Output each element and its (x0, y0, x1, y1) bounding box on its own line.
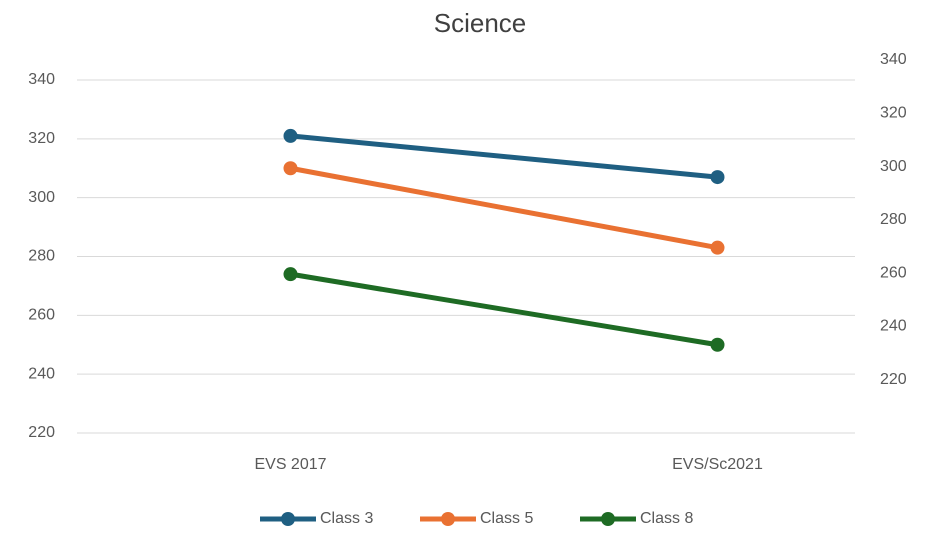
series-marker (283, 267, 298, 282)
legend-marker (601, 512, 615, 526)
y2-tick-label: 220 (880, 371, 907, 388)
y-tick-label: 260 (28, 307, 55, 324)
y-tick-label: 340 (28, 71, 55, 88)
y2-tick-label: 340 (880, 51, 907, 68)
y-tick-label: 280 (28, 248, 55, 265)
chart-title: Science (434, 8, 527, 38)
y-tick-label: 320 (28, 130, 55, 147)
y-tick-label: 220 (28, 424, 55, 441)
x-tick-label: EVS 2017 (254, 456, 326, 473)
series-line (288, 165, 720, 251)
y2-tick-label: 300 (880, 158, 907, 175)
legend-label: Class 8 (640, 510, 693, 527)
series-marker (283, 161, 298, 176)
series-marker (710, 240, 725, 255)
y-tick-label: 240 (28, 365, 55, 382)
x-tick-label: EVS/Sc2021 (672, 456, 763, 473)
legend-marker (441, 512, 455, 526)
y-tick-label: 300 (28, 189, 55, 206)
y2-tick-label: 260 (880, 264, 907, 281)
series-marker (710, 337, 725, 352)
y2-tick-label: 280 (880, 211, 907, 228)
legend-label: Class 5 (480, 510, 533, 527)
y2-tick-label: 240 (880, 318, 907, 335)
series-line (288, 133, 720, 180)
legend-label: Class 3 (320, 510, 373, 527)
series-line (288, 271, 720, 348)
y2-tick-label: 320 (880, 105, 907, 122)
series-marker (710, 170, 725, 185)
series-marker (283, 128, 298, 143)
legend-marker (281, 512, 295, 526)
